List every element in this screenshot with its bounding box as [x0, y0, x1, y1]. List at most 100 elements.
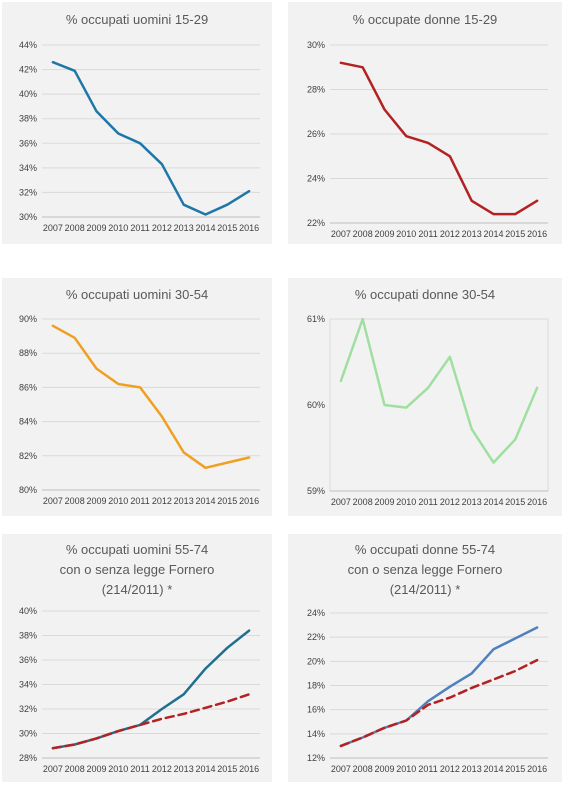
- x-tick-label: 2007: [43, 223, 63, 233]
- x-tick-label: 2012: [152, 223, 172, 233]
- x-tick-label: 2011: [418, 229, 437, 239]
- x-tick-label: 2015: [505, 764, 525, 774]
- y-tick-label: 30%: [307, 40, 325, 50]
- y-tick-label: 88%: [19, 348, 37, 358]
- plot-frame: [329, 318, 549, 492]
- y-tick-label: 16%: [307, 705, 325, 715]
- y-tick-label: 22%: [307, 632, 325, 642]
- x-tick-label: 2014: [195, 496, 215, 506]
- x-tick-label: 2008: [65, 496, 85, 506]
- series-line: [339, 626, 539, 748]
- y-tick-label: 82%: [19, 451, 37, 461]
- x-tick-label: 2016: [239, 223, 259, 233]
- y-tick-label: 14%: [307, 729, 325, 739]
- y-tick-label: 36%: [19, 655, 37, 665]
- chart-panel-women-30-54: % occupati donne 30-54 59% 60% 61% 2007 2008 2…: [288, 278, 562, 516]
- chart-title: % occupati donne 30-54: [355, 287, 495, 302]
- y-tick-label: 12%: [307, 753, 325, 763]
- y-tick-label: 61%: [307, 314, 325, 324]
- x-tick-label: 2014: [195, 223, 215, 233]
- x-tick-label: 2015: [217, 764, 237, 774]
- y-tick-label: 42%: [19, 65, 37, 75]
- x-tick-label: 2007: [43, 764, 63, 774]
- chart-subtitle: con o senza legge Fornero: [348, 562, 503, 577]
- x-tick-label: 2013: [462, 764, 482, 774]
- series-line-without-fornero: [51, 693, 251, 750]
- series-line: [51, 60, 251, 216]
- x-tick-label: 2008: [65, 764, 85, 774]
- chart-panel-men-15-29: % occupati uomini 15-29 30% 32% 34% 36% 38% 40…: [2, 2, 272, 244]
- x-tick-label: 2012: [440, 497, 460, 507]
- y-tick-label: 40%: [19, 89, 37, 99]
- y-tick-label: 34%: [19, 680, 37, 690]
- y-tick-label: 86%: [19, 382, 37, 392]
- x-tick-label: 2008: [65, 223, 85, 233]
- x-tick-label: 2010: [396, 764, 416, 774]
- chart-svg: % occupati uomini 30-54 80% 82% 84% 86% 88% 90…: [19, 287, 260, 506]
- chart-subtitle2: (214/2011) *: [390, 582, 461, 597]
- x-tick-label: 2016: [239, 764, 259, 774]
- y-tick-label: 22%: [307, 218, 325, 228]
- x-tick-label: 2012: [152, 496, 172, 506]
- chart-svg: % occupati uomini 55-74 con o senza legge…: [19, 542, 260, 774]
- x-tick-label: 2009: [86, 764, 106, 774]
- chart-title: % occupati uomini 15-29: [66, 12, 208, 27]
- x-tick-label: 2016: [527, 497, 547, 507]
- x-tick-label: 2011: [130, 764, 149, 774]
- x-tick-label: 2012: [152, 764, 172, 774]
- x-tick-label: 2015: [505, 229, 525, 239]
- x-tick-label: 2012: [440, 229, 460, 239]
- series-line-without-fornero: [339, 658, 539, 748]
- x-tick-label: 2011: [418, 497, 437, 507]
- y-tick-label: 34%: [19, 163, 37, 173]
- x-tick-label: 2007: [331, 229, 351, 239]
- x-tick-label: 2011: [130, 223, 149, 233]
- y-tick-label: 30%: [19, 212, 37, 222]
- chart-subtitle2: (214/2011) *: [102, 582, 173, 597]
- y-tick-label: 44%: [19, 40, 37, 50]
- series-line: [339, 61, 539, 216]
- y-tick-label: 59%: [307, 486, 325, 496]
- x-tick-label: 2010: [108, 496, 128, 506]
- y-tick-label: 26%: [307, 129, 325, 139]
- y-tick-label: 30%: [19, 729, 37, 739]
- x-tick-label: 2014: [483, 229, 503, 239]
- x-tick-label: 2015: [505, 497, 525, 507]
- x-tick-label: 2007: [331, 497, 351, 507]
- chart-title: % occupate donne 15-29: [353, 12, 498, 27]
- x-tick-label: 2016: [239, 496, 259, 506]
- x-tick-label: 2008: [353, 764, 373, 774]
- chart-svg: % occupati donne 55-74 con o senza legge …: [307, 542, 548, 774]
- y-tick-label: 80%: [19, 485, 37, 495]
- x-tick-label: 2013: [462, 497, 482, 507]
- x-tick-label: 2013: [174, 496, 194, 506]
- y-tick-label: 18%: [307, 681, 325, 691]
- series-line: [51, 629, 251, 750]
- y-tick-label: 32%: [19, 704, 37, 714]
- x-tick-label: 2013: [462, 229, 482, 239]
- x-tick-label: 2016: [527, 764, 547, 774]
- y-tick-label: 40%: [19, 606, 37, 616]
- x-tick-label: 2009: [374, 764, 394, 774]
- y-tick-label: 38%: [19, 114, 37, 124]
- x-tick-label: 2015: [217, 496, 237, 506]
- chart-panel-women-55-74: % occupati donne 55-74 con o senza legge …: [288, 534, 562, 782]
- x-tick-label: 2016: [527, 229, 547, 239]
- x-tick-label: 2009: [374, 229, 394, 239]
- x-tick-label: 2013: [174, 223, 194, 233]
- y-tick-label: 60%: [307, 400, 325, 410]
- series-line: [51, 324, 251, 470]
- x-tick-label: 2010: [396, 497, 416, 507]
- y-tick-label: 28%: [307, 85, 325, 95]
- series-line: [339, 317, 539, 464]
- chart-svg: % occupate donne 15-29 22% 24% 26% 28% 30% 200…: [307, 12, 548, 239]
- x-tick-label: 2011: [418, 764, 437, 774]
- y-tick-label: 38%: [19, 631, 37, 641]
- x-tick-label: 2009: [86, 496, 106, 506]
- y-tick-label: 90%: [19, 314, 37, 324]
- y-tick-label: 36%: [19, 138, 37, 148]
- x-tick-label: 2015: [217, 223, 237, 233]
- x-tick-label: 2011: [130, 496, 149, 506]
- chart-panel-men-30-54: % occupati uomini 30-54 80% 82% 84% 86% 88% 90…: [2, 278, 272, 516]
